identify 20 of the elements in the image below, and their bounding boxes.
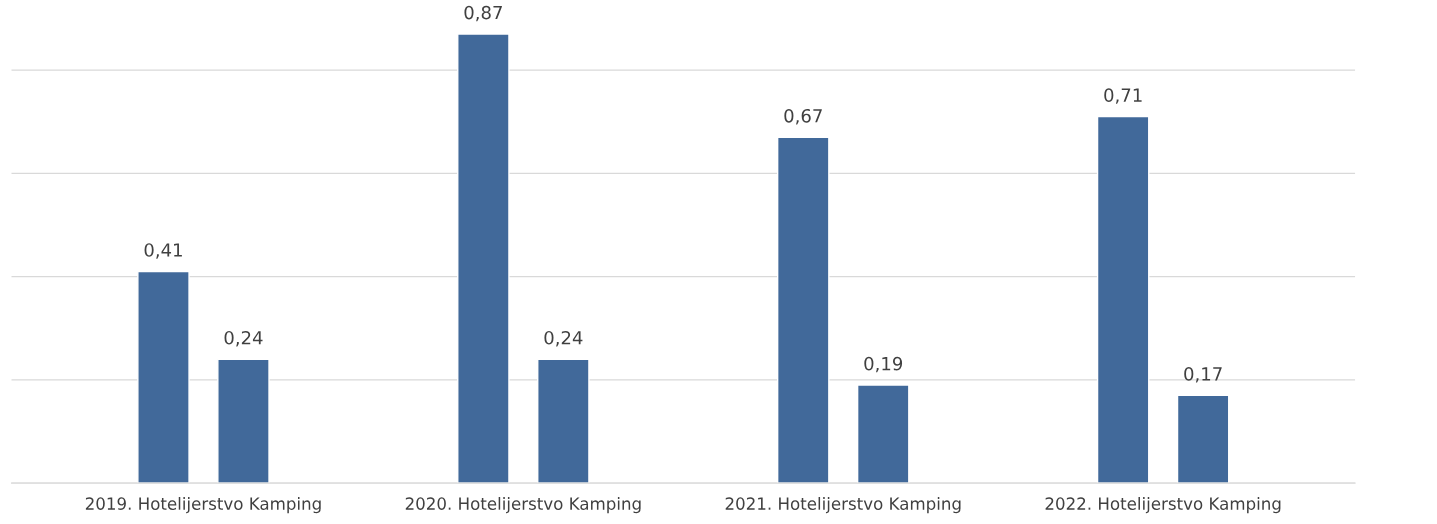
data-label: 0,41 — [144, 243, 182, 259]
bar — [137, 270, 190, 484]
x-tick-label: 2022. Hotelijerstvo Kamping — [1045, 497, 1281, 514]
bar — [776, 136, 830, 484]
bar — [457, 33, 510, 484]
x-tick-label: 2020. Hotelijerstvo Kamping — [405, 497, 641, 514]
data-label: 0,87 — [464, 5, 502, 22]
bar — [1176, 394, 1230, 484]
data-label: 0,24 — [544, 330, 583, 347]
bar — [856, 384, 910, 484]
data-label: 0,67 — [784, 108, 822, 125]
data-label: 0,71 — [1104, 88, 1142, 104]
data-label: 0,17 — [1184, 367, 1222, 383]
x-tick-label: 2021. Hotelijerstvo Kamping — [725, 497, 961, 514]
data-label: 0,24 — [224, 330, 263, 347]
x-tick-label: 2019. Hotelijerstvo Kamping — [85, 497, 321, 514]
bar — [217, 358, 270, 484]
bar — [537, 358, 590, 484]
bar — [1096, 115, 1150, 484]
data-label: 0,19 — [864, 356, 903, 373]
